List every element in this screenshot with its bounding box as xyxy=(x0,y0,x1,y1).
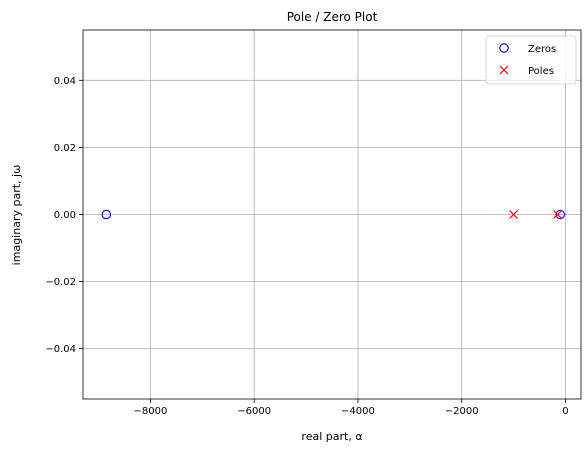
y-tick-label: 0.00 xyxy=(54,210,76,221)
zeros-marker xyxy=(101,209,112,220)
x-tick-label: −8000 xyxy=(134,406,168,417)
x-tick-label: 0 xyxy=(562,406,568,417)
poles-marker-stroke xyxy=(553,210,563,219)
x-tick-label: −6000 xyxy=(237,406,271,417)
legend-poles-label: Poles xyxy=(528,66,554,77)
x-tick-label: −2000 xyxy=(445,406,479,417)
x-tick-label: −4000 xyxy=(341,406,375,417)
y-tick-label: −0.02 xyxy=(45,277,76,288)
legend-poles-marker xyxy=(499,65,509,75)
y-axis-label: imaginary part, jω xyxy=(10,165,23,266)
chart-title: Pole / Zero Plot xyxy=(287,10,378,24)
y-axis-ticks: −0.04 −0.02 0.00 0.02 0.04 xyxy=(45,76,83,355)
x-axis-ticks: −8000 −6000 −4000 −2000 0 xyxy=(134,399,569,417)
legend-poles-marker-stroke xyxy=(499,65,509,75)
poles-marker-stroke xyxy=(509,210,518,219)
poles-marker xyxy=(553,210,563,219)
data-markers xyxy=(101,209,565,220)
y-tick-label: −0.04 xyxy=(45,344,76,355)
legend-zeros-label: Zeros xyxy=(528,44,556,55)
poles-marker xyxy=(509,210,518,219)
y-tick-label: 0.02 xyxy=(54,143,76,154)
x-axis-label: real part, α xyxy=(301,430,362,443)
zeros-marker xyxy=(555,209,565,220)
legend-zeros-marker xyxy=(499,43,509,53)
y-tick-label: 0.04 xyxy=(54,76,76,87)
plot-frame xyxy=(82,29,582,400)
legend: Zeros Poles xyxy=(485,35,577,85)
